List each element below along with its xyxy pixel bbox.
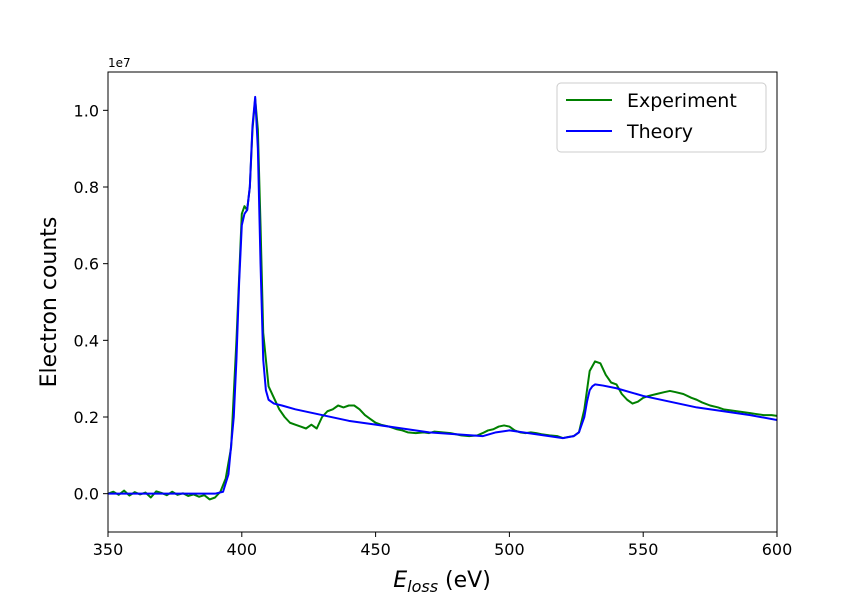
plot-frame: [107, 71, 778, 533]
y-tick-label: 0.2: [74, 408, 99, 427]
series-layer: [108, 95, 777, 501]
x-tick-label: 550: [628, 540, 659, 559]
x-tick-label: 450: [360, 540, 391, 559]
x-tick-label: 500: [494, 540, 525, 559]
x-tick-label: 600: [762, 540, 793, 559]
y-tick-label: 0.0: [74, 485, 99, 504]
x-axis-label: Eloss (eV): [393, 568, 491, 596]
y-tick-label: 0.8: [74, 178, 99, 197]
x-tick-label: 350: [93, 540, 124, 559]
x-tick-label: 400: [227, 540, 258, 559]
legend: Experiment Theory: [556, 82, 767, 153]
y-tick-label: 1.0: [74, 101, 99, 120]
y-offset-label: 1e7: [108, 56, 131, 70]
series-line-experiment: [108, 97, 777, 501]
y-tick-label: 0.4: [74, 331, 99, 350]
legend-label-experiment: Experiment: [627, 90, 737, 112]
series-line-theory: [108, 95, 777, 495]
y-axis-label: Electron counts: [37, 217, 62, 388]
y-tick-label: 0.6: [74, 255, 99, 274]
legend-label-theory: Theory: [626, 121, 693, 143]
y-axis-ticks: 0.0 0.2 0.4 0.6 0.8 1.0: [74, 101, 108, 504]
x-axis-ticks: 350 400 450 500 550 600: [93, 532, 793, 559]
